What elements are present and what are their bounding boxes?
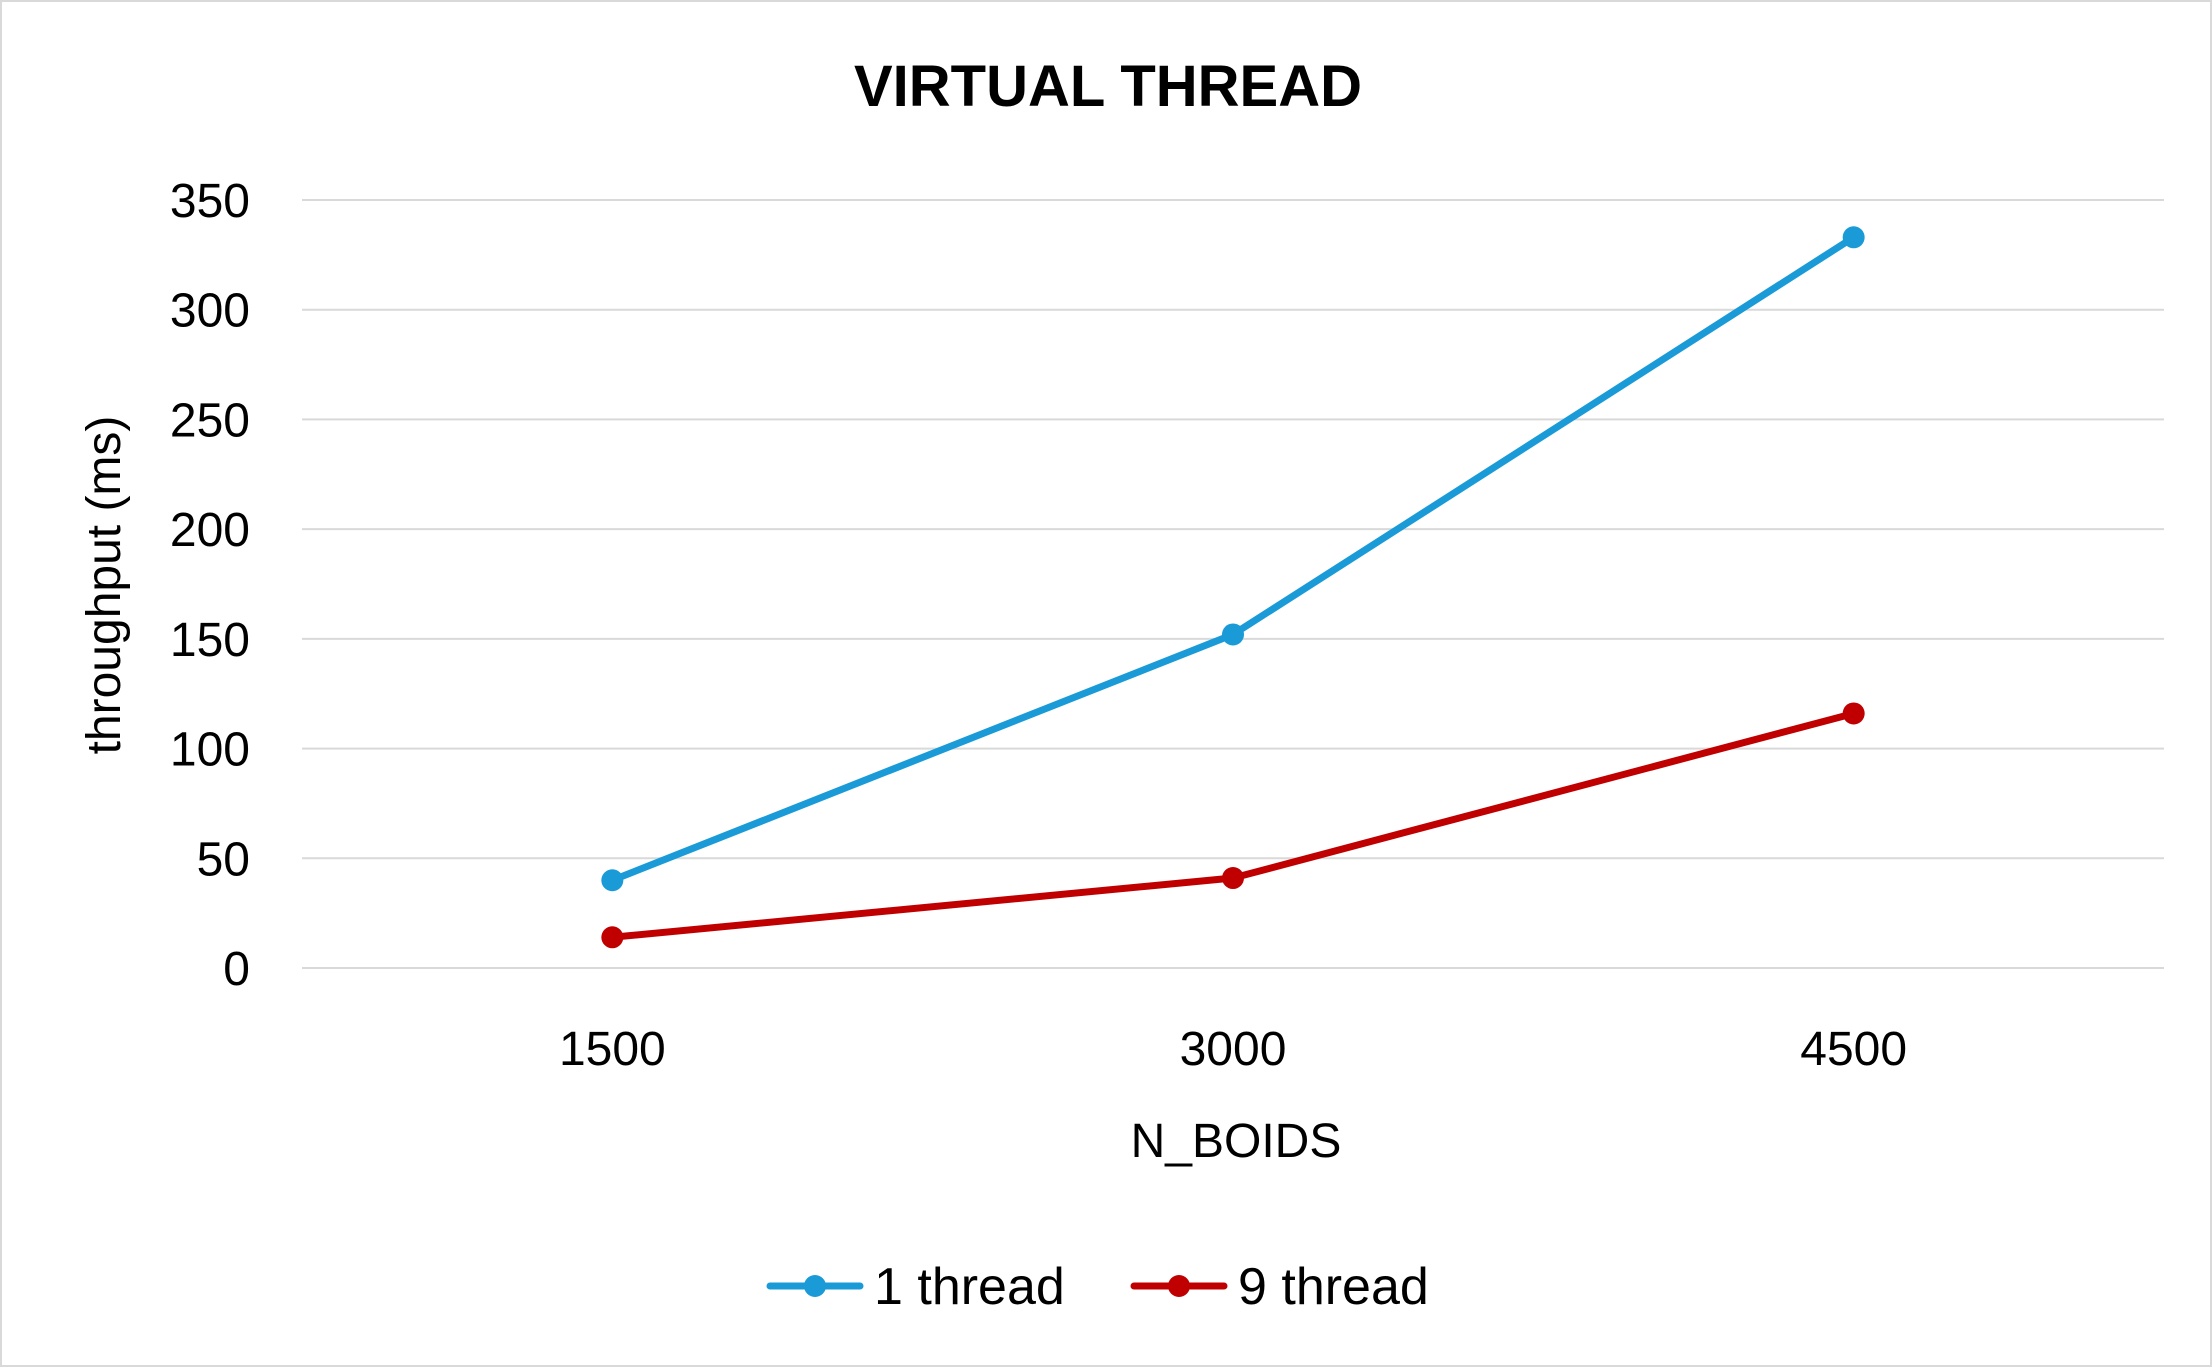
legend[interactable]: 1 thread 9 thread xyxy=(766,1258,1429,1316)
y-tick-label: 50 xyxy=(197,833,250,886)
y-tick-label: 350 xyxy=(170,175,250,228)
data-point xyxy=(601,926,624,949)
x-tick-label: 4500 xyxy=(1800,1023,1907,1076)
data-point xyxy=(601,869,624,892)
legend-marker xyxy=(804,1275,826,1297)
gridlines xyxy=(302,199,2164,969)
series-2 xyxy=(601,702,1865,949)
y-tick-label: 250 xyxy=(170,394,250,447)
legend-label: 1 thread xyxy=(874,1258,1065,1316)
y-tick-label: 0 xyxy=(223,943,250,996)
series-line xyxy=(608,233,1858,884)
y-axis-label: throughput (ms) xyxy=(78,416,131,755)
x-axis-ticks: 1500 3000 4500 xyxy=(559,1023,1907,1076)
x-tick-label: 1500 xyxy=(559,1023,666,1076)
legend-marker xyxy=(1168,1275,1190,1297)
x-tick-label: 3000 xyxy=(1180,1023,1287,1076)
x-axis-label: N_BOIDS xyxy=(1131,1115,1342,1168)
data-point xyxy=(1842,702,1865,725)
y-tick-label: 300 xyxy=(170,285,250,338)
y-tick-label: 100 xyxy=(170,724,250,777)
y-tick-label: 200 xyxy=(170,504,250,557)
series-1 xyxy=(601,226,1865,892)
y-axis-ticks: 0 50 100 150 200 250 300 350 xyxy=(170,175,250,996)
data-point xyxy=(1222,867,1244,890)
legend-item[interactable]: 1 thread xyxy=(766,1258,1065,1316)
series-lines xyxy=(601,226,1865,949)
chart-title: VIRTUAL THREAD xyxy=(854,54,1362,119)
legend-item[interactable]: 9 thread xyxy=(1130,1258,1429,1316)
data-point xyxy=(1222,623,1244,646)
y-tick-label: 150 xyxy=(170,614,250,667)
legend-label: 9 thread xyxy=(1238,1258,1429,1316)
series-line xyxy=(608,709,1858,941)
data-point xyxy=(1842,226,1865,249)
